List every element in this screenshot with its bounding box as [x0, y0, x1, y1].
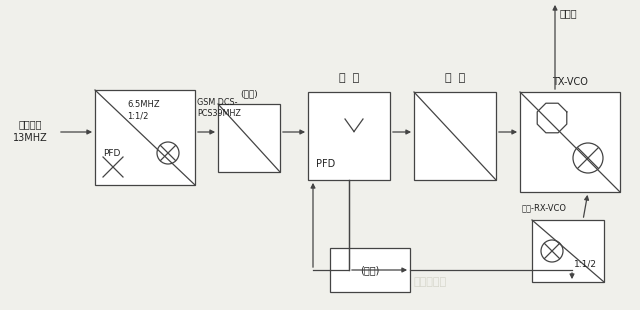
Text: 1:1/2: 1:1/2	[574, 259, 597, 268]
Text: 6.5MHZ
1:1/2: 6.5MHZ 1:1/2	[127, 100, 159, 120]
Bar	[218, 104, 280, 172]
Text: 来自-RX-VCO: 来自-RX-VCO	[522, 203, 567, 212]
Bar	[532, 220, 604, 282]
Text: 13MHZ: 13MHZ	[13, 133, 47, 143]
Bar	[520, 92, 620, 192]
Text: (滤波): (滤波)	[240, 89, 258, 98]
Text: (滤波): (滤波)	[360, 265, 380, 275]
Text: GSM DCS-
PCS39MHZ: GSM DCS- PCS39MHZ	[197, 98, 241, 118]
Bar	[330, 248, 410, 292]
Bar	[95, 90, 195, 185]
Text: 电子工程网: 电子工程网	[413, 277, 447, 287]
Text: 至功效: 至功效	[560, 8, 578, 18]
Text: PFD: PFD	[316, 159, 335, 169]
Bar	[414, 92, 496, 180]
Text: TX-VCO: TX-VCO	[552, 77, 588, 87]
Text: 滤  波: 滤 波	[445, 73, 465, 83]
Bar	[308, 92, 390, 180]
Text: 标准时钟: 标准时钟	[19, 119, 42, 129]
Text: 鉴  相: 鉴 相	[339, 73, 359, 83]
Text: PFD: PFD	[103, 148, 120, 157]
